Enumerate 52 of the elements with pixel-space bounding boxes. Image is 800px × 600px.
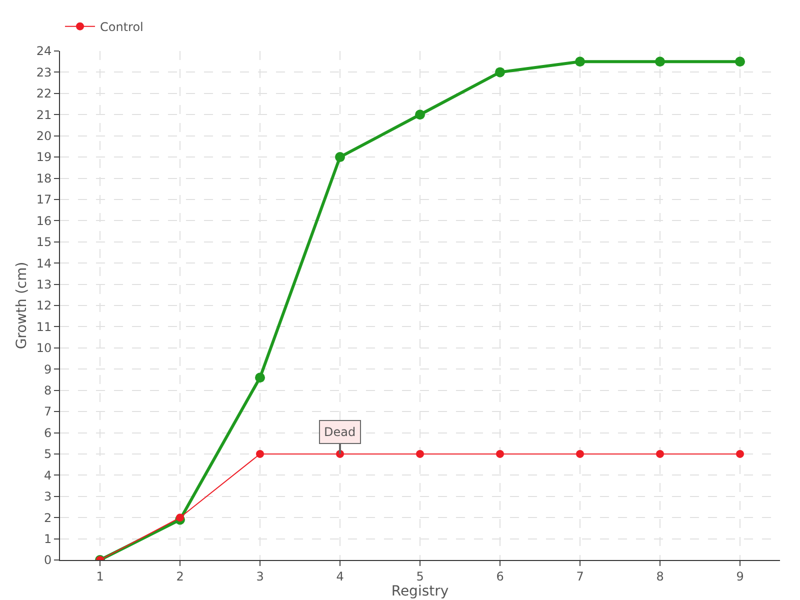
y-tick-label: 9 xyxy=(44,362,52,376)
y-tick-label: 6 xyxy=(44,426,52,440)
y-tick-label: 14 xyxy=(36,256,52,270)
point xyxy=(495,67,505,78)
x-tick-label: 4 xyxy=(336,569,344,584)
point xyxy=(416,450,424,458)
point xyxy=(176,514,184,522)
point xyxy=(415,110,425,120)
x-tick-label: 7 xyxy=(576,569,584,584)
y-tick-label: 8 xyxy=(44,384,52,398)
x-axis-title: Registry xyxy=(391,583,449,600)
y-tick-label: 24 xyxy=(36,44,52,58)
x-tick-label: 8 xyxy=(656,569,664,584)
point xyxy=(576,450,584,458)
x-tick-label: 1 xyxy=(96,569,104,584)
y-tick-label: 19 xyxy=(36,150,52,164)
y-tick-label: 10 xyxy=(36,341,52,356)
y-tick-label: 13 xyxy=(36,277,52,292)
point xyxy=(655,56,665,67)
y-tick-label: 23 xyxy=(36,65,52,80)
point xyxy=(656,450,664,458)
y-tick-label: 15 xyxy=(36,235,52,250)
y-tick-label: 2 xyxy=(44,510,52,525)
legend-label: Control xyxy=(100,20,144,34)
x-tick-label: 5 xyxy=(416,569,424,584)
x-tick-label: 6 xyxy=(496,569,504,584)
y-tick-label: 1 xyxy=(44,532,52,546)
y-tick-label: 22 xyxy=(36,86,52,101)
y-tick-label: 12 xyxy=(36,298,52,313)
point xyxy=(335,152,345,162)
y-tick-label: 18 xyxy=(36,171,52,186)
y-axis-title: Growth (cm) xyxy=(14,262,30,350)
point xyxy=(736,450,744,458)
y-tick-label: 3 xyxy=(44,490,52,504)
point xyxy=(575,56,585,67)
point xyxy=(496,450,504,458)
x-tick-label: 3 xyxy=(256,569,264,584)
y-tick-label: 17 xyxy=(36,192,52,207)
y-tick-label: 16 xyxy=(36,214,52,228)
point xyxy=(735,56,745,67)
annotation: Dead xyxy=(324,425,356,439)
x-tick-label: 2 xyxy=(176,569,184,584)
y-tick-label: 7 xyxy=(44,404,52,419)
y-tick-label: 21 xyxy=(36,108,52,122)
x-tick-label: 9 xyxy=(736,569,744,584)
y-tick-label: 11 xyxy=(36,320,52,334)
y-tick-label: 4 xyxy=(44,468,52,482)
point xyxy=(256,450,264,458)
y-tick-label: 0 xyxy=(44,553,52,568)
y-tick-label: 20 xyxy=(36,129,52,144)
y-tick-label: 5 xyxy=(44,447,52,462)
point xyxy=(255,372,265,383)
